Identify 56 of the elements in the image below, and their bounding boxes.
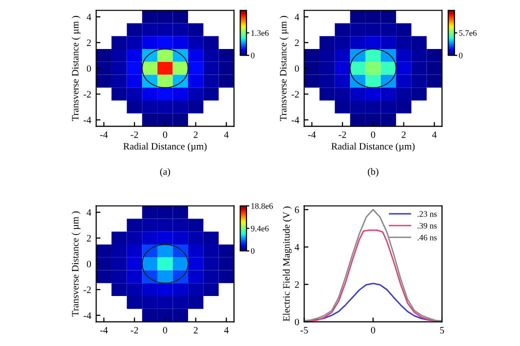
y-tick-label: 6: [294, 206, 300, 214]
legend-label: .23 ns: [418, 211, 437, 217]
x-tick-label: 4: [432, 131, 437, 138]
x-tick-label: -4: [308, 131, 316, 138]
color-bar-label: 0: [250, 248, 254, 254]
x-tick-label: 4: [224, 326, 229, 334]
x-tick-label: 0: [371, 131, 376, 138]
y-tick-label: 0: [86, 260, 91, 268]
x-tick-label: 0: [163, 326, 168, 334]
x-tick-label: -2: [130, 131, 138, 138]
y-tick-label: 2: [294, 40, 299, 46]
y-tick-label: 2: [86, 235, 91, 242]
y-axis-title: Transverse Distance ( µm ): [280, 16, 288, 121]
x-tick-label: 0: [163, 131, 168, 138]
y-tick-label: -4: [84, 116, 92, 124]
x-tick-label: -2: [338, 131, 346, 138]
y-tick-label: 2: [294, 281, 299, 288]
color-bar-label: 0: [458, 52, 462, 58]
text: (b): [368, 168, 378, 177]
legend-label: .39 ns: [418, 222, 437, 229]
text: (a): [160, 168, 170, 177]
x-tick-label: 0: [371, 326, 376, 334]
y-tick-label: 2: [86, 40, 91, 46]
y-tick-label: -2: [292, 91, 299, 98]
x-tick-label: -4: [100, 131, 108, 138]
y-tick-label: 4: [294, 14, 300, 20]
y-axis-title: Transverse Distance ( µm ): [72, 16, 80, 121]
x-tick-label: 2: [194, 131, 198, 138]
x-tick-label: 2: [194, 326, 198, 334]
y-tick-label: -4: [292, 116, 300, 124]
y-axis-title: Transverse Distance ( µm ): [72, 211, 80, 316]
color-bar-label: 5.7e6: [459, 30, 477, 36]
x-tick-label: -2: [130, 326, 138, 334]
x-tick-label: -5: [300, 327, 308, 334]
color-bar-label: 0: [250, 52, 254, 58]
color-bar-label: 9.4e6: [250, 226, 269, 232]
y-tick-label: 0: [86, 65, 91, 72]
y-tick-label: 4: [294, 244, 300, 250]
y-tick-label: 4: [86, 209, 92, 216]
y-tick-label: -2: [84, 91, 91, 98]
x-tick-label: 2: [402, 131, 406, 138]
y-tick-label: 4: [86, 14, 92, 20]
x-tick-label: -4: [100, 326, 108, 334]
x-tick-label: 4: [224, 131, 229, 138]
y-tick-label: -2: [84, 286, 91, 293]
x-tick-label: 5: [440, 327, 444, 334]
color-bar-label: 1.3e6: [251, 30, 269, 36]
y-axis-title: Electric Field Magnitude (V ): [282, 206, 292, 322]
y-tick-label: 0: [294, 318, 299, 326]
x-axis-title: Radial Distance (µm): [123, 142, 207, 152]
y-tick-label: 0: [294, 65, 299, 72]
line-series: [304, 208, 442, 322]
x-axis-title: Radial Distance (µm): [331, 142, 415, 152]
color-bar-label: 18.8e6: [251, 203, 273, 209]
legend-label: .46 ns: [418, 234, 437, 240]
y-tick-label: -4: [84, 312, 92, 319]
